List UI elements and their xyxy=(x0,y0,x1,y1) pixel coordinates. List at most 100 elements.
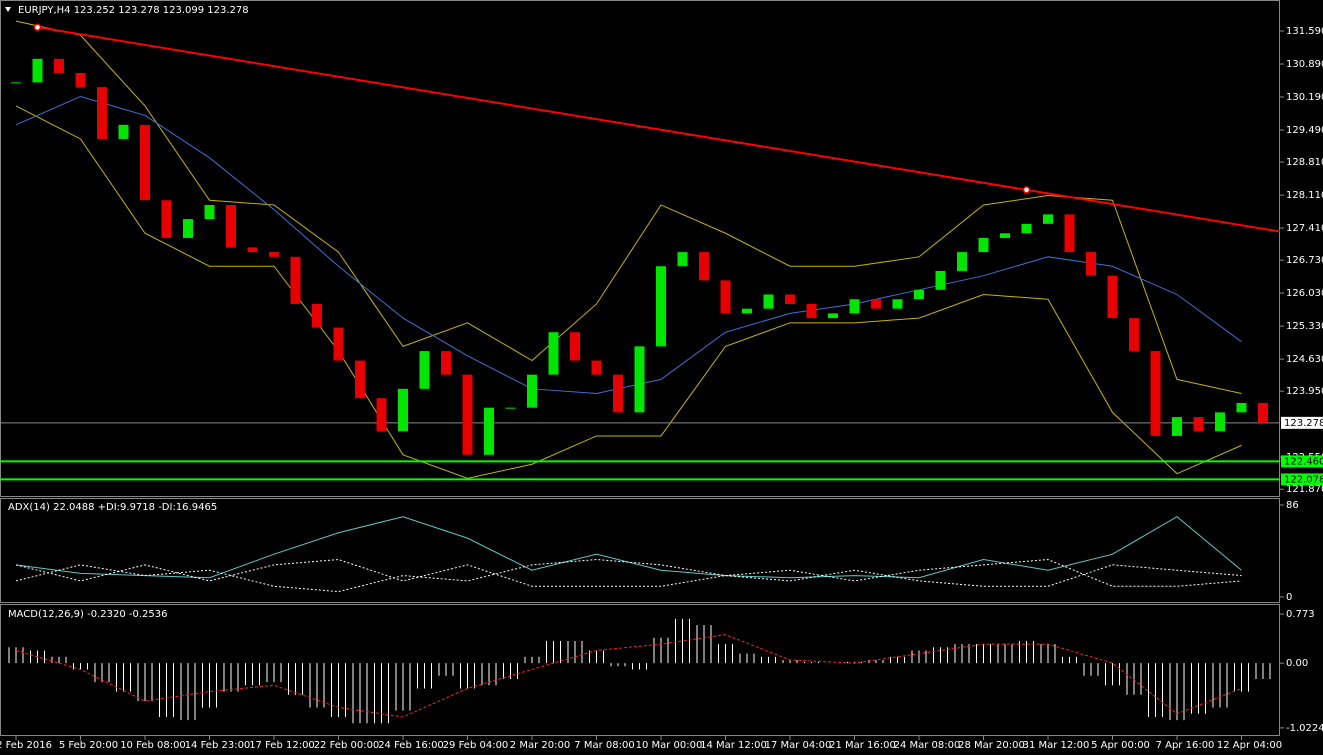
y-tick-label: 126.730 xyxy=(1286,255,1323,266)
candle xyxy=(247,247,258,253)
candle xyxy=(11,82,21,84)
macd-pane xyxy=(0,604,1280,736)
candle xyxy=(54,58,64,73)
candle xyxy=(1107,275,1118,319)
candle xyxy=(419,351,430,389)
x-tick-label: 17 Mar 04:00 xyxy=(765,740,832,751)
candle xyxy=(1258,402,1268,423)
y-tick-label: 124.630 xyxy=(1286,354,1323,365)
x-tick-label: 2 Feb 2016 xyxy=(0,740,52,751)
candle xyxy=(1043,214,1053,224)
candle xyxy=(548,332,559,375)
level-label: 122.078 xyxy=(1284,474,1323,485)
candle xyxy=(462,374,473,455)
adx-title: ADX(14) 22.0488 +DI:9.9718 -DI:16.9465 xyxy=(8,502,217,513)
candle xyxy=(75,72,86,88)
adx-pane xyxy=(0,498,1280,603)
level-box xyxy=(1281,455,1323,468)
minus-di-line xyxy=(15,559,1242,587)
x-tick-label: 12 Apr 04:00 xyxy=(1217,740,1282,751)
x-tick-label: 28 Mar 20:00 xyxy=(958,740,1025,751)
candle xyxy=(1236,402,1247,413)
candle xyxy=(613,374,623,413)
candle xyxy=(742,308,752,314)
candle xyxy=(1150,351,1161,436)
x-tick-label: 5 Apr 00:00 xyxy=(1091,740,1150,751)
candle xyxy=(441,351,451,375)
candle xyxy=(978,237,989,253)
candle xyxy=(376,398,387,432)
x-tick-label: 24 Mar 08:00 xyxy=(894,740,961,751)
symbol-header: EURJPY,H4 123.252 123.278 123.099 123.27… xyxy=(18,5,249,16)
candle xyxy=(806,303,817,319)
macd-title: MACD(12,26,9) -0.2320 -0.2536 xyxy=(8,609,168,620)
level-label: 122.460 xyxy=(1284,456,1323,467)
x-tick-label: 7 Mar 08:00 xyxy=(574,740,634,751)
candle xyxy=(484,407,494,455)
candle xyxy=(634,346,645,413)
x-tick-label: 22 Feb 00:00 xyxy=(314,740,380,751)
candle xyxy=(957,252,967,271)
trendline-anchor xyxy=(1022,186,1031,194)
candle xyxy=(763,294,774,309)
candle xyxy=(677,252,688,267)
moving-average xyxy=(15,96,1242,395)
bollinger-lower xyxy=(15,105,1242,479)
y-tick-label: 126.030 xyxy=(1286,288,1323,299)
candle xyxy=(1215,412,1225,432)
candle xyxy=(226,204,236,248)
candle xyxy=(935,270,946,290)
y-tick-label: 130.190 xyxy=(1286,92,1323,103)
x-tick-label: 10 Feb 08:00 xyxy=(120,740,186,751)
candle xyxy=(183,219,193,238)
candle xyxy=(591,360,602,375)
y-tick-label: 0.00 xyxy=(1286,658,1308,669)
candle xyxy=(527,374,537,408)
candle xyxy=(1021,223,1032,234)
candle xyxy=(849,299,860,314)
candle xyxy=(1193,417,1204,432)
y-tick-label: 123.950 xyxy=(1286,386,1323,397)
candle xyxy=(97,87,107,139)
x-tick-label: 29 Feb 04:00 xyxy=(443,740,509,751)
candle xyxy=(161,200,172,238)
y-tick-label: 127.410 xyxy=(1286,223,1323,234)
candle xyxy=(32,58,43,83)
y-tick-label: 130.890 xyxy=(1286,59,1323,70)
candle xyxy=(204,204,215,220)
x-tick-label: 21 Mar 16:00 xyxy=(829,740,896,751)
y-tick-label: 128.110 xyxy=(1286,190,1323,201)
y-tick-label: 125.330 xyxy=(1286,321,1323,332)
x-tick-label: 24 Feb 16:00 xyxy=(378,740,444,751)
candle xyxy=(140,124,150,201)
candle xyxy=(1086,252,1096,276)
candle xyxy=(1129,318,1139,352)
candle xyxy=(656,266,666,347)
plus-di-line xyxy=(15,559,1242,593)
candle xyxy=(828,313,838,319)
bollinger-upper xyxy=(15,20,1242,395)
candle xyxy=(871,299,881,309)
candle xyxy=(269,252,279,257)
candle xyxy=(290,256,301,304)
x-tick-label: 14 Mar 12:00 xyxy=(700,740,767,751)
trendline-anchor xyxy=(33,23,42,31)
x-tick-label: 10 Mar 00:00 xyxy=(636,740,703,751)
candle xyxy=(355,360,365,399)
candle xyxy=(720,280,731,314)
candle xyxy=(505,407,516,409)
current-price-label: 123.278 xyxy=(1284,418,1323,429)
x-tick-label: 7 Apr 16:00 xyxy=(1156,740,1215,751)
y-tick-label: 86 xyxy=(1286,500,1299,511)
y-tick-label: 128.810 xyxy=(1286,157,1323,168)
candle xyxy=(1172,417,1182,436)
y-tick-label: -1.0224 xyxy=(1286,723,1323,734)
x-tick-label: 2 Mar 20:00 xyxy=(510,740,570,751)
y-tick-label: 131.590 xyxy=(1286,26,1323,37)
candle xyxy=(785,294,795,304)
candle xyxy=(570,332,580,361)
main-pane xyxy=(0,0,1280,497)
x-tick-label: 17 Feb 12:00 xyxy=(249,740,315,751)
